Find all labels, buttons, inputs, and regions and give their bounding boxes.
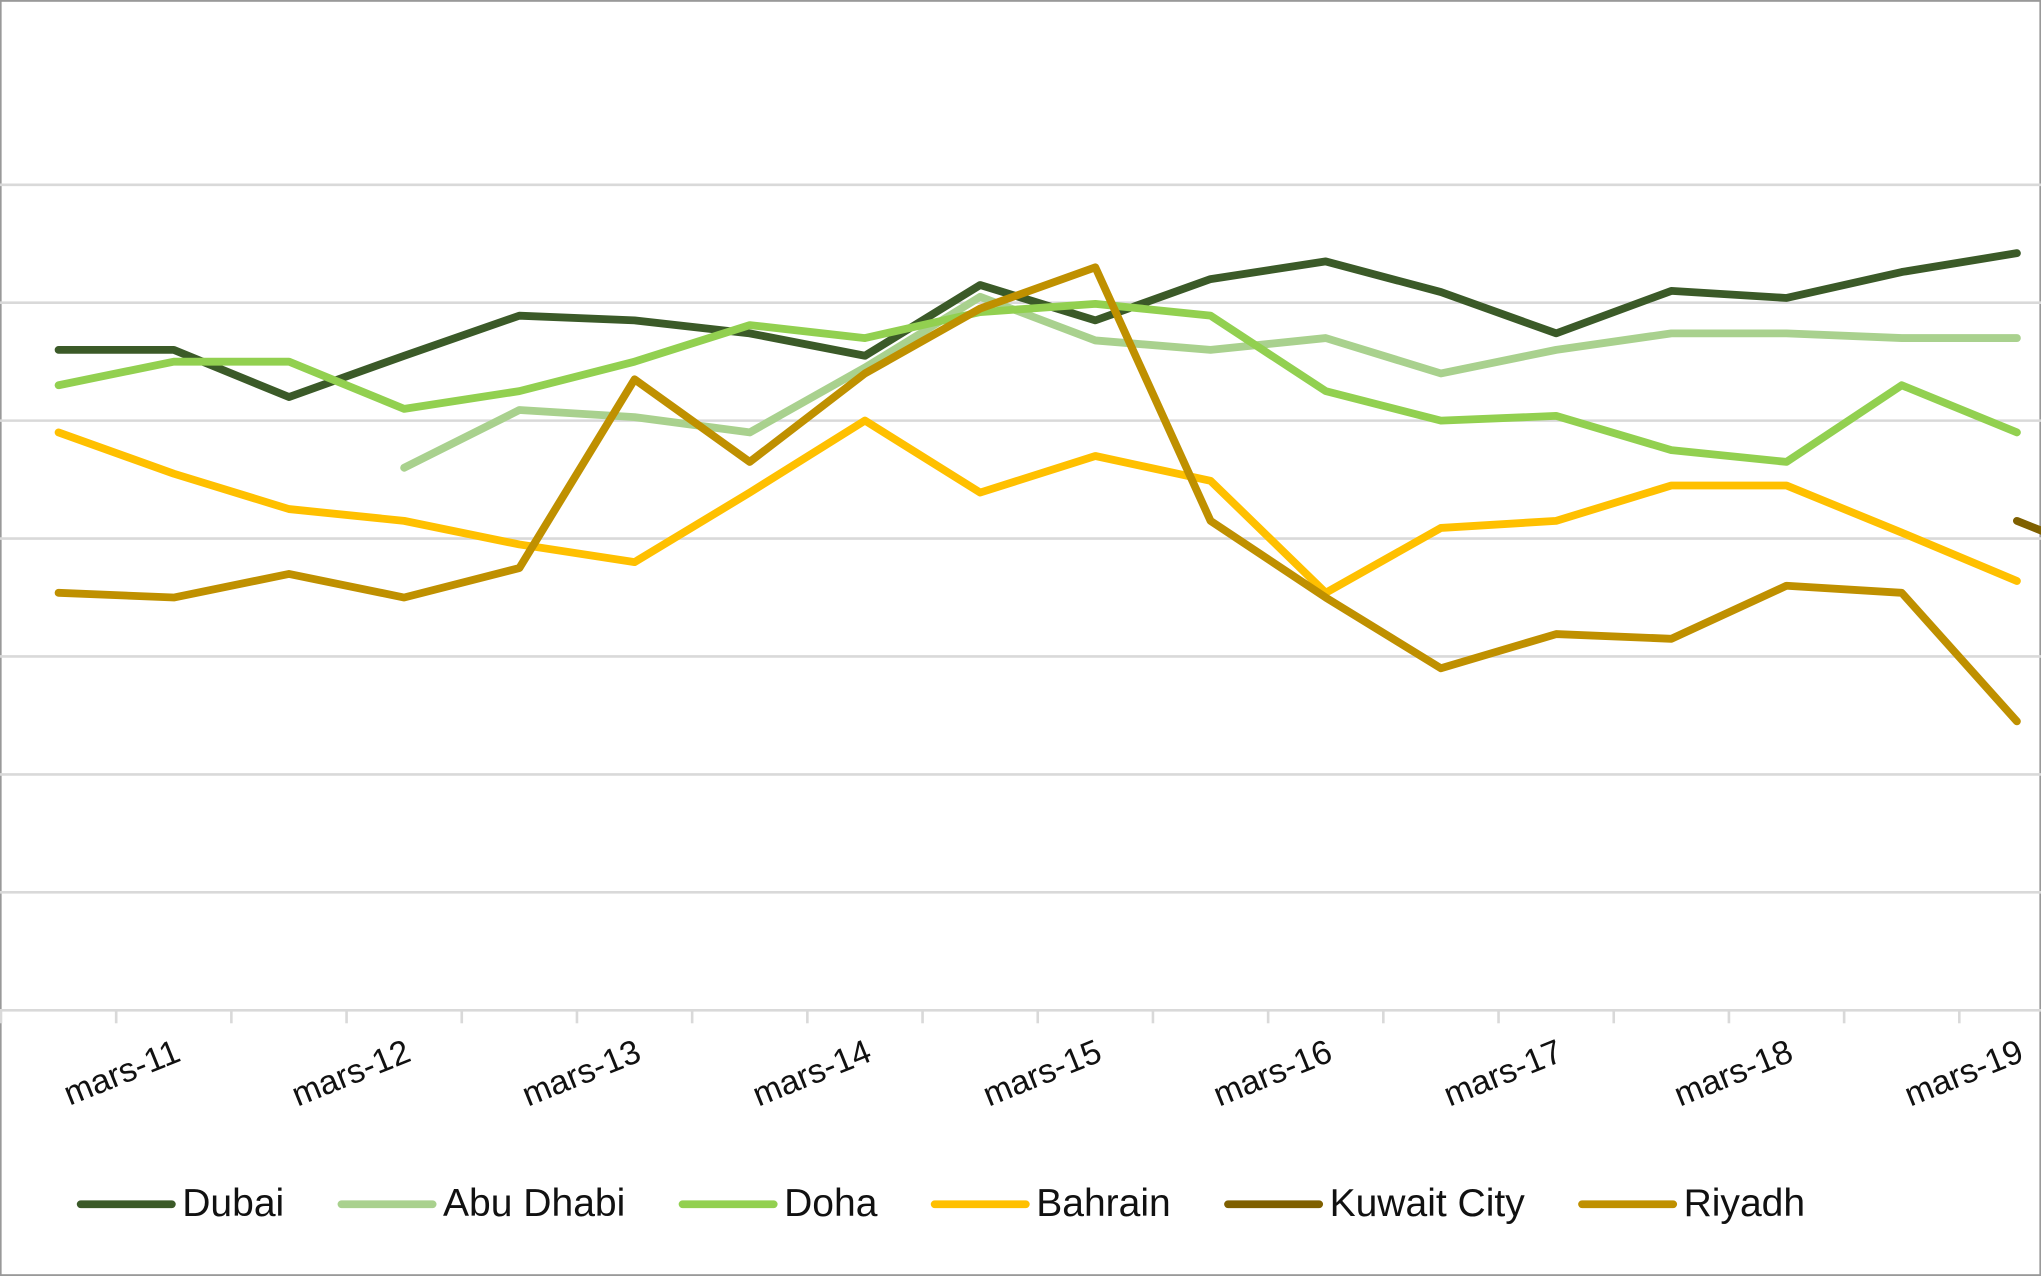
series-point (2013, 516, 2041, 535)
legend-label: Abu Dhabi (443, 1182, 625, 1225)
series-line (400, 292, 2021, 472)
legend-label: Riyadh (1684, 1182, 1806, 1225)
legend-label: Bahrain (1036, 1182, 1171, 1225)
series-line (54, 299, 2021, 466)
series-line (54, 263, 2021, 726)
legend-label: Dubai (182, 1182, 284, 1225)
series-line (54, 249, 2021, 401)
legend-label: Kuwait City (1330, 1182, 1526, 1225)
legend-label: Doha (784, 1182, 878, 1225)
series-line (54, 416, 2021, 597)
